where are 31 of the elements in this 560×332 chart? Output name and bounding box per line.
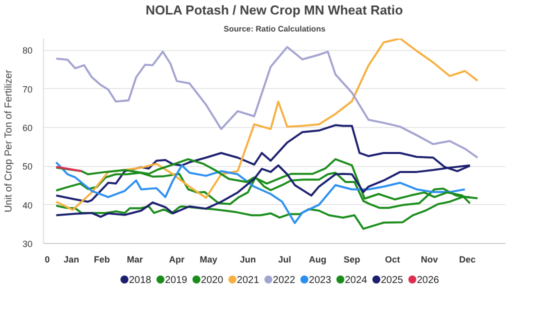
x-tick-label: Dec — [459, 254, 476, 264]
legend-label: 2021 — [236, 275, 260, 286]
chart-subtitle: Source: Ratio Calculations — [224, 24, 326, 34]
y-tick-label: 70 — [22, 84, 33, 94]
x-tick-label: Jul — [278, 254, 292, 264]
y-tick-label: 30 — [22, 239, 33, 249]
x-tick-label: 0 — [44, 254, 50, 264]
legend-label: 2020 — [200, 275, 224, 286]
x-tick-label: Sep — [344, 254, 361, 264]
legend-label: 2022 — [272, 275, 296, 286]
legend-label: 2019 — [164, 275, 188, 286]
y-tick-label: 40 — [22, 200, 33, 210]
x-tick-label: May — [200, 254, 218, 264]
legend-label: 2025 — [380, 275, 404, 286]
chart-title: NOLA Potash / New Crop MN Wheat Ratio — [146, 2, 403, 18]
x-tick-label: Nov — [420, 254, 438, 264]
legend-label: 2026 — [416, 275, 440, 286]
y-axis-title: Unit of Crop Per Ton of Fertilizer — [3, 69, 14, 212]
x-tick-label: Jan — [64, 254, 80, 264]
x-tick-label: Mar — [126, 254, 144, 264]
y-tick-label: 60 — [22, 122, 33, 133]
x-tick-label: Jun — [240, 254, 256, 264]
y-tick-label: 80 — [22, 46, 33, 56]
x-tick-label: Oct — [385, 254, 400, 264]
legend-label: 2024 — [344, 275, 368, 286]
x-tick-label: Feb — [94, 254, 110, 264]
y-tick-label: 50 — [22, 162, 33, 172]
legend-label: 2023 — [308, 275, 332, 286]
x-tick-label: Aug — [308, 254, 326, 264]
x-tick-label: Apr — [169, 254, 186, 264]
legend-label: 2018 — [128, 275, 152, 286]
